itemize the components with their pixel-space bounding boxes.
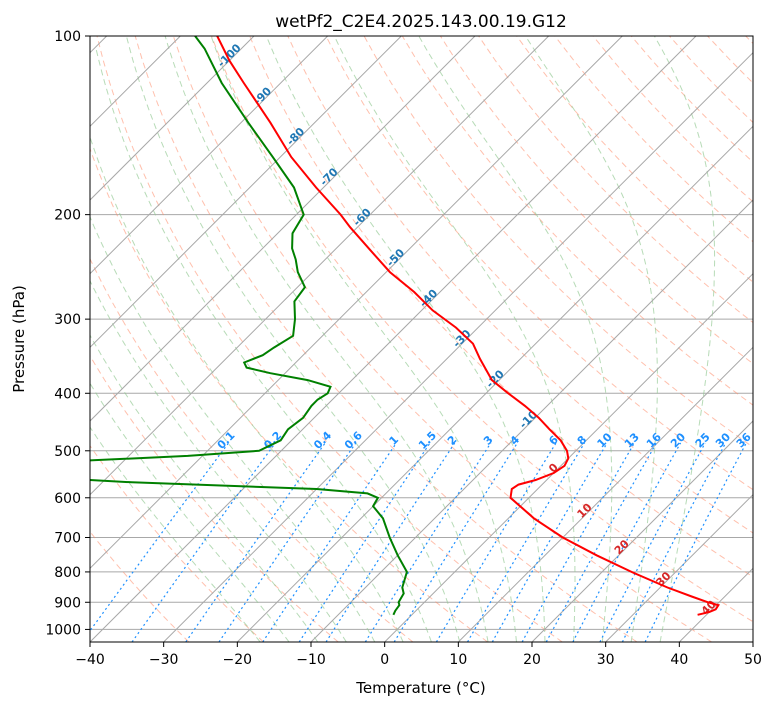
y-tick-label: 900 bbox=[54, 595, 81, 611]
moist-adiabat-line bbox=[95, 48, 432, 642]
x-tick-label: −40 bbox=[75, 652, 105, 668]
moist-adiabat-line bbox=[524, 36, 658, 642]
y-tick-label: 600 bbox=[54, 491, 81, 507]
dry-adiabat-line bbox=[516, 36, 753, 283]
x-tick-label: 10 bbox=[449, 652, 467, 668]
isotherm-line bbox=[90, 36, 329, 275]
dry-adiabat-line bbox=[90, 444, 264, 642]
mixing-ratio-line bbox=[644, 442, 747, 642]
isotherm-line bbox=[90, 36, 550, 496]
y-tick-label: 300 bbox=[54, 312, 81, 328]
y-tick-label: 400 bbox=[54, 386, 81, 402]
x-tick-label: −10 bbox=[296, 652, 326, 668]
chart-title: wetPf2_C2E4.2025.143.00.19.G12 bbox=[275, 12, 567, 32]
x-tick-label: 40 bbox=[670, 652, 688, 668]
moist-adiabat-line bbox=[90, 135, 404, 642]
isotherm-line bbox=[90, 36, 476, 422]
y-tick-label: 200 bbox=[54, 208, 81, 224]
isotherm-line bbox=[90, 36, 255, 201]
mixing-ratio-line bbox=[521, 442, 635, 642]
moist-adiabat-line bbox=[90, 382, 290, 642]
x-tick-label: −30 bbox=[149, 652, 179, 668]
dry-adiabat-line bbox=[90, 257, 414, 642]
mixing-ratio-line bbox=[393, 442, 518, 642]
moist-adiabat-line bbox=[653, 36, 716, 642]
moist-adiabat-line bbox=[418, 36, 613, 642]
moist-adiabat-line bbox=[265, 36, 546, 642]
x-axis-title: Temperature (°C) bbox=[355, 679, 485, 697]
y-tick-label: 1000 bbox=[45, 622, 81, 638]
x-tick-label: −20 bbox=[223, 652, 253, 668]
y-tick-label: 800 bbox=[54, 565, 81, 581]
y-tick-label: 700 bbox=[54, 531, 81, 547]
mixing-ratio-line bbox=[364, 442, 492, 642]
moist-adiabat-line bbox=[90, 279, 347, 642]
mixing-ratio-line bbox=[572, 442, 682, 642]
isotherm-line bbox=[531, 420, 753, 642]
moist-adiabat-line bbox=[210, 36, 517, 642]
mixing-ratio-line bbox=[298, 442, 431, 642]
isotherm-line bbox=[384, 272, 753, 642]
isotherm-line bbox=[90, 36, 623, 570]
mixing-ratio-line bbox=[90, 442, 230, 632]
dry-adiabat-line bbox=[134, 36, 638, 642]
mixing-ratio-line bbox=[325, 442, 456, 642]
temperature-profile-line bbox=[216, 36, 720, 616]
mixing-ratio-line bbox=[491, 442, 608, 642]
isotherm-line bbox=[457, 346, 753, 642]
pressure-gridlines bbox=[90, 36, 753, 630]
isotherm-line bbox=[310, 199, 753, 642]
isotherm-line bbox=[605, 493, 753, 642]
isotherm-line bbox=[90, 36, 697, 642]
moist-adiabat-line bbox=[90, 215, 376, 642]
y-axis-title: Pressure (hPa) bbox=[10, 285, 28, 393]
dry-adiabat-line bbox=[211, 36, 753, 623]
mixing-ratio-line bbox=[599, 442, 706, 642]
y-tick-label: 500 bbox=[54, 444, 81, 460]
mixing-ratio-lines bbox=[90, 442, 747, 642]
isotherm-line bbox=[236, 125, 753, 642]
mixing-ratio-line bbox=[545, 442, 657, 642]
isotherm-lines bbox=[90, 36, 753, 642]
x-tick-label: 0 bbox=[380, 652, 389, 668]
moist-adiabat-line bbox=[125, 36, 461, 642]
moist-adiabat-line bbox=[164, 36, 489, 642]
mixing-ratio-line bbox=[218, 442, 357, 642]
x-tick-label: 30 bbox=[597, 652, 615, 668]
dewpoint-profile-line bbox=[90, 36, 408, 616]
dry-adiabat-line bbox=[287, 36, 753, 534]
axis-ticks: −40 −30 −20 −10 0 10 20 30 40 50 100 200 300 400 500 60… bbox=[45, 29, 762, 668]
profile-series bbox=[90, 36, 720, 616]
plot-frame bbox=[89, 35, 754, 643]
moist-adiabat-line bbox=[90, 426, 261, 642]
mixing-ratio-line bbox=[262, 442, 397, 642]
dry-adiabat-line bbox=[325, 36, 753, 491]
x-tick-label: 50 bbox=[744, 652, 762, 668]
isotherm-line bbox=[90, 36, 402, 349]
dry-adiabat-line bbox=[96, 36, 563, 642]
y-tick-label: 100 bbox=[54, 29, 81, 45]
moist-adiabat-line bbox=[90, 334, 319, 642]
mixing-ratio-line bbox=[621, 442, 727, 642]
dry-adiabat-line bbox=[249, 36, 753, 578]
x-tick-label: 20 bbox=[523, 652, 541, 668]
